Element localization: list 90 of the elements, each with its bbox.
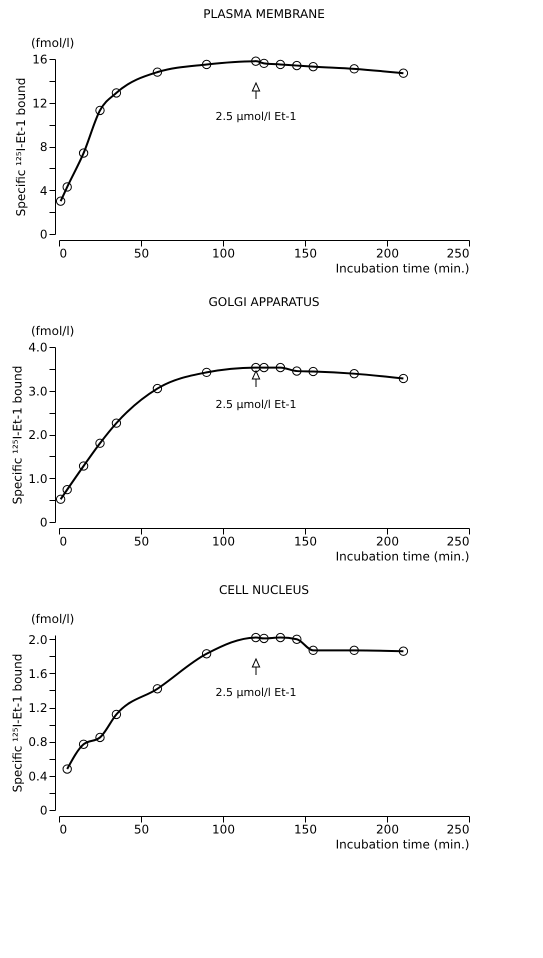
y-tick-label: 0 bbox=[40, 516, 48, 530]
point bbox=[308, 366, 318, 376]
y-tick-label: 3.0 bbox=[28, 384, 48, 398]
y-tick-label: 8 bbox=[40, 140, 48, 154]
point bbox=[292, 60, 302, 70]
point bbox=[56, 196, 66, 206]
x-tick-label: 200 bbox=[376, 534, 399, 548]
x-tick-label: 0 bbox=[60, 822, 68, 836]
point bbox=[350, 64, 359, 74]
point bbox=[95, 438, 105, 448]
point bbox=[202, 60, 212, 70]
x-tick-label: 100 bbox=[212, 534, 235, 548]
y-tick-label: 4.0 bbox=[28, 340, 48, 354]
x-axis-title: Incubation time (min.) bbox=[336, 550, 470, 564]
point bbox=[112, 418, 122, 428]
point bbox=[259, 58, 269, 68]
x-tick-label: 250 bbox=[446, 246, 470, 260]
point bbox=[78, 148, 88, 158]
annotation: 2.5 µmol/l Et-1 bbox=[216, 398, 296, 411]
y-tick-label: 0 bbox=[40, 228, 48, 242]
annotation: 2.5 µmol/l Et-1 bbox=[216, 686, 296, 699]
x-tick-label: 50 bbox=[134, 246, 150, 260]
point bbox=[308, 62, 318, 72]
y-tick-label: 12 bbox=[32, 96, 48, 110]
point bbox=[350, 369, 359, 378]
point bbox=[350, 646, 359, 656]
point bbox=[276, 632, 286, 642]
y-tick-label: 0 bbox=[40, 804, 48, 818]
point bbox=[202, 368, 212, 378]
point bbox=[152, 684, 162, 694]
x-tick-label: 100 bbox=[212, 246, 235, 260]
y-axis-title: Specific ¹²⁵I-Et-1 bound bbox=[10, 654, 24, 792]
point bbox=[78, 740, 88, 749]
x-tick-label: 250 bbox=[446, 534, 470, 548]
text: (fmol/l) bbox=[31, 36, 74, 50]
x-axis-title: Incubation time (min.) bbox=[336, 262, 470, 276]
point bbox=[251, 362, 260, 372]
point bbox=[276, 362, 286, 372]
x-tick-label: 150 bbox=[294, 822, 317, 836]
y-tick-label: 2.0 bbox=[28, 428, 48, 442]
y-tick-label: 0.4 bbox=[28, 769, 48, 784]
x-tick-label: 0 bbox=[60, 246, 68, 260]
annotation: 2.5 µmol/l Et-1 bbox=[216, 110, 296, 123]
y-tick-label: 1.0 bbox=[28, 472, 48, 486]
point bbox=[259, 362, 269, 372]
point bbox=[398, 374, 408, 384]
text: (fmol/l) bbox=[31, 612, 74, 626]
point bbox=[276, 60, 286, 70]
y-tick-label: 1.6 bbox=[28, 666, 48, 681]
point bbox=[292, 366, 302, 376]
point bbox=[95, 106, 105, 116]
point bbox=[292, 634, 302, 644]
point bbox=[259, 634, 269, 644]
chart-title: GOLGI APPARATUS bbox=[208, 295, 320, 309]
point bbox=[308, 646, 318, 656]
x-tick-label: 200 bbox=[376, 822, 399, 836]
point bbox=[112, 88, 122, 98]
y-axis-title: Specific ¹²⁵I-Et-1 bound bbox=[14, 78, 28, 216]
chart-title: CELL NUCLEUS bbox=[219, 583, 309, 597]
chart-title: PLASMA MEMBRANE bbox=[203, 7, 325, 21]
x-axis-title: Incubation time (min.) bbox=[336, 838, 470, 852]
point bbox=[95, 732, 105, 742]
y-tick-label: 4 bbox=[40, 184, 48, 198]
y-tick-label: 1.2 bbox=[28, 701, 48, 716]
point bbox=[152, 67, 162, 77]
point bbox=[112, 710, 122, 720]
point bbox=[251, 56, 260, 66]
point bbox=[251, 632, 260, 642]
point bbox=[62, 484, 72, 494]
y-tick-label: 16 bbox=[32, 52, 48, 66]
y-tick-label: 2.0 bbox=[28, 632, 48, 647]
point bbox=[78, 461, 88, 471]
y-tick-label: 0.8 bbox=[28, 735, 48, 750]
x-tick-label: 150 bbox=[294, 534, 317, 548]
x-tick-label: 100 bbox=[212, 822, 235, 836]
x-tick-label: 50 bbox=[134, 822, 150, 836]
text: (fmol/l) bbox=[31, 324, 74, 338]
x-tick-label: 250 bbox=[446, 822, 470, 836]
point bbox=[152, 384, 162, 394]
point bbox=[398, 646, 408, 656]
point bbox=[398, 68, 408, 78]
x-tick-label: 200 bbox=[376, 246, 399, 260]
point bbox=[62, 182, 72, 192]
point bbox=[62, 764, 72, 774]
x-tick-label: 150 bbox=[294, 246, 317, 260]
y-axis-title: Specific ¹²⁵I-Et-1 bound bbox=[10, 366, 24, 504]
x-tick-label: 50 bbox=[134, 534, 150, 548]
point bbox=[56, 494, 66, 504]
point bbox=[202, 649, 212, 658]
x-tick-label: 0 bbox=[60, 534, 68, 548]
